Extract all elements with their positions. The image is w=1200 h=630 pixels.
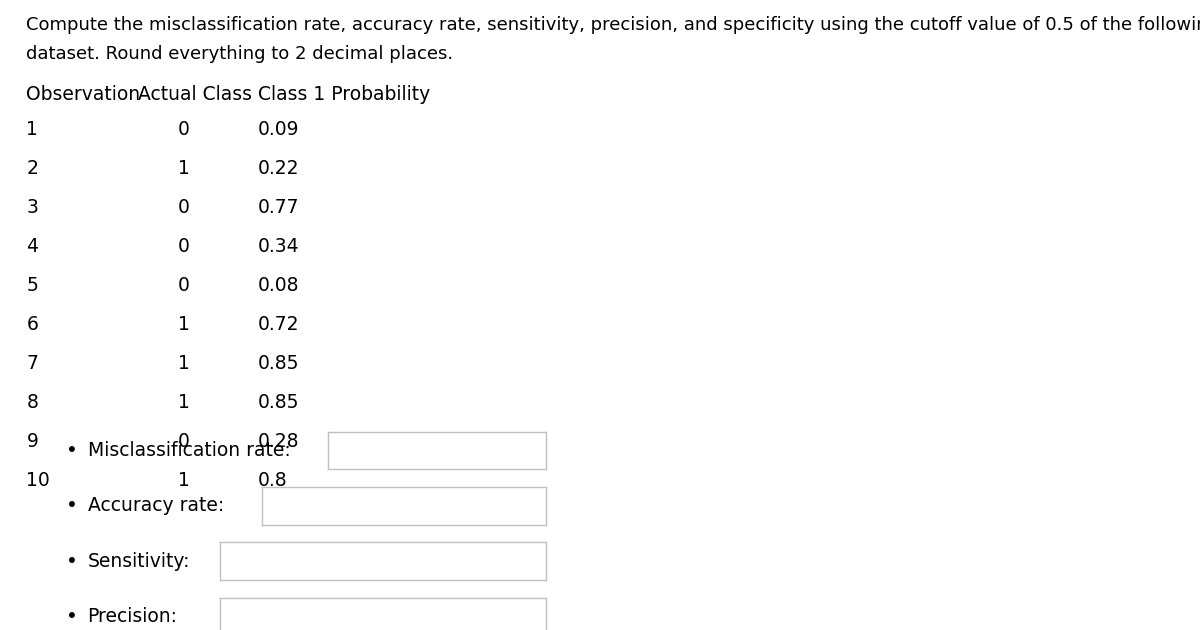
Text: 1: 1 xyxy=(178,315,190,334)
Text: Observation: Observation xyxy=(26,85,140,104)
Text: 0.22: 0.22 xyxy=(258,159,300,178)
Text: 1: 1 xyxy=(178,393,190,412)
Text: 10: 10 xyxy=(26,471,50,490)
Text: 0.77: 0.77 xyxy=(258,198,300,217)
Text: 0.8: 0.8 xyxy=(258,471,288,490)
Text: Accuracy rate:: Accuracy rate: xyxy=(88,496,224,515)
Text: •: • xyxy=(66,496,78,515)
Text: 6: 6 xyxy=(26,315,38,334)
Text: 0.72: 0.72 xyxy=(258,315,300,334)
Text: 0: 0 xyxy=(178,237,190,256)
Text: Misclassification rate:: Misclassification rate: xyxy=(88,441,290,460)
Text: 0.08: 0.08 xyxy=(258,276,300,295)
Text: 0: 0 xyxy=(178,276,190,295)
Text: 3: 3 xyxy=(26,198,38,217)
Text: 0: 0 xyxy=(178,120,190,139)
Text: dataset. Round everything to 2 decimal places.: dataset. Round everything to 2 decimal p… xyxy=(26,45,454,64)
Text: 0: 0 xyxy=(178,432,190,451)
Text: •: • xyxy=(66,552,78,571)
Text: 0.85: 0.85 xyxy=(258,354,300,373)
Text: •: • xyxy=(66,441,78,460)
Text: 0.34: 0.34 xyxy=(258,237,300,256)
Text: 0: 0 xyxy=(178,198,190,217)
Text: 0.85: 0.85 xyxy=(258,393,300,412)
Text: 5: 5 xyxy=(26,276,38,295)
Text: 9: 9 xyxy=(26,432,38,451)
Text: 1: 1 xyxy=(178,471,190,490)
Text: 1: 1 xyxy=(26,120,38,139)
Text: Precision:: Precision: xyxy=(88,607,178,626)
Text: 1: 1 xyxy=(178,159,190,178)
Text: 0.09: 0.09 xyxy=(258,120,300,139)
Text: •: • xyxy=(66,607,78,626)
Text: Sensitivity:: Sensitivity: xyxy=(88,552,190,571)
Text: Compute the misclassification rate, accuracy rate, sensitivity, precision, and s: Compute the misclassification rate, accu… xyxy=(26,16,1200,34)
Text: 2: 2 xyxy=(26,159,38,178)
Text: 7: 7 xyxy=(26,354,38,373)
Text: Class 1 Probability: Class 1 Probability xyxy=(258,85,431,104)
Text: 1: 1 xyxy=(178,354,190,373)
Text: 0.28: 0.28 xyxy=(258,432,300,451)
Text: 4: 4 xyxy=(26,237,38,256)
Text: Actual Class: Actual Class xyxy=(138,85,252,104)
Text: 8: 8 xyxy=(26,393,38,412)
